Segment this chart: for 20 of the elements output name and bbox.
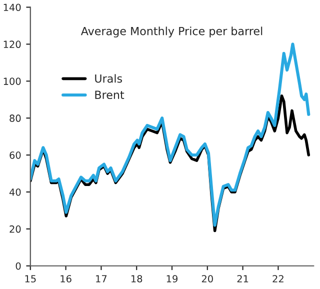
y-tick-label: 80 (10, 114, 21, 122)
x-tick-label: 15 (25, 275, 36, 282)
y-tick-label: 60 (10, 152, 21, 159)
x-tick-label: 16 (60, 275, 72, 282)
legend-label: Urals (95, 74, 122, 83)
x-tick-label: 17 (96, 275, 107, 282)
x-tick-label: 22 (272, 275, 284, 282)
x-tick-label: 18 (131, 275, 142, 282)
text: Average Monthly Price per barrel (80, 26, 262, 38)
y-tick-label: 100 (4, 78, 21, 85)
y-tick-label: 120 (4, 40, 21, 48)
y-tick-label: 20 (10, 225, 21, 233)
x-tick-label: 19 (166, 275, 178, 282)
x-tick-label: 21 (237, 275, 248, 282)
x-tick-label: 20 (202, 275, 213, 282)
y-tick-label: 0 (16, 262, 21, 270)
y-tick-label: 40 (9, 188, 21, 196)
legend-label: Brent (95, 90, 124, 100)
y-tick-label: 140 (4, 4, 21, 12)
line-series (30, 42, 310, 227)
